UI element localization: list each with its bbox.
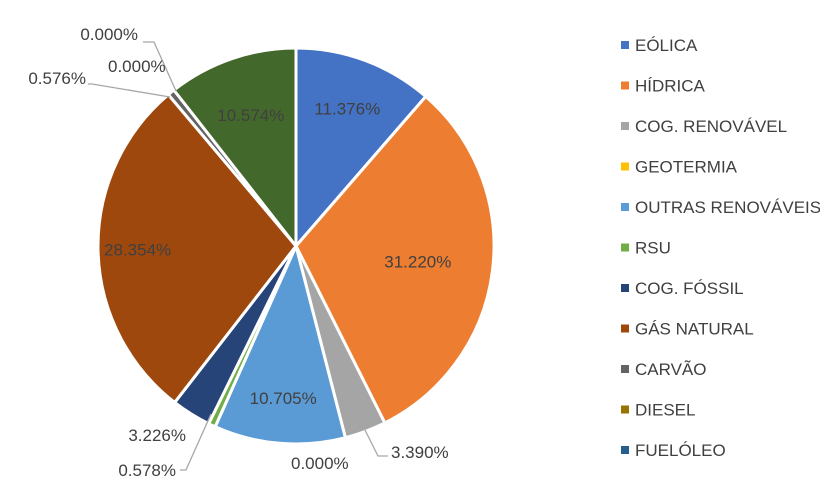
legend-swatch-eolica [621,41,629,49]
legend-swatch-rsu [621,243,629,252]
data-label-series-11: 10.574% [217,106,284,125]
slice-series-11 [172,46,298,248]
legend-label-carvao: CARVÃO [635,360,707,379]
data-label-cog-fossil: 3.226% [128,426,186,445]
data-label-gas-natural: 28.354% [104,240,171,259]
legend-label-diesel: DIESEL [635,401,695,420]
leader-line-cog-renovavel [364,429,388,457]
data-label-geotermia: 0.000% [291,454,349,473]
data-labels: 11.376% 31.220% 3.390% 0.000% 10.705% 0.578% 3… [28,25,451,480]
leader-lines [88,41,388,471]
leader-line-carvao [88,83,171,98]
legend-label-fueloleo: FUELÓLEO [635,441,726,460]
data-label-rsu: 0.578% [118,461,176,480]
legend: EÓLICA HÍDRICA COG. RENOVÁVEL GEOTERMIA OUTR… [621,36,820,460]
legend-swatch-cog-renovavel [621,122,629,130]
leader-line-fueloleo [143,41,177,92]
data-label-hidrica: 31.220% [384,252,451,271]
legend-swatch-carvao [621,365,629,373]
legend-swatch-gas-natural [621,324,629,333]
legend-swatch-cog-fossil [621,284,629,292]
legend-label-cog-renovavel: COG. RENOVÁVEL [635,117,787,136]
data-label-cog-renovavel: 3.390% [391,443,449,462]
data-label-diesel: 0.000% [108,57,166,76]
legend-label-geotermia: GEOTERMIA [635,158,738,177]
legend-swatch-hidrica [621,81,629,90]
slice-outras-renovaveis [213,244,347,446]
data-label-carvao: 0.576% [28,69,86,88]
pie-slices [96,46,496,446]
legend-swatch-fueloleo [621,446,629,454]
legend-label-gas-natural: GÁS NATURAL [635,320,754,339]
legend-label-outras-renovaveis: OUTRAS RENOVÁVEIS [635,198,820,217]
legend-swatch-outras-renovaveis [621,203,629,211]
leader-line-rsu [180,413,212,471]
data-label-outras-renovaveis: 10.705% [250,389,317,408]
legend-swatch-geotermia [621,162,629,171]
data-label-fueloleo: 0.000% [80,25,138,44]
data-label-eolica: 11.376% [314,100,380,119]
legend-label-eolica: EÓLICA [635,36,698,55]
slice-eolica [294,46,428,248]
legend-swatch-diesel [621,405,629,414]
legend-label-cog-fossil: COG. FÓSSIL [635,279,744,298]
legend-label-rsu: RSU [635,239,671,258]
slice-gas-natural [96,93,298,404]
legend-label-hidrica: HÍDRICA [635,77,706,96]
